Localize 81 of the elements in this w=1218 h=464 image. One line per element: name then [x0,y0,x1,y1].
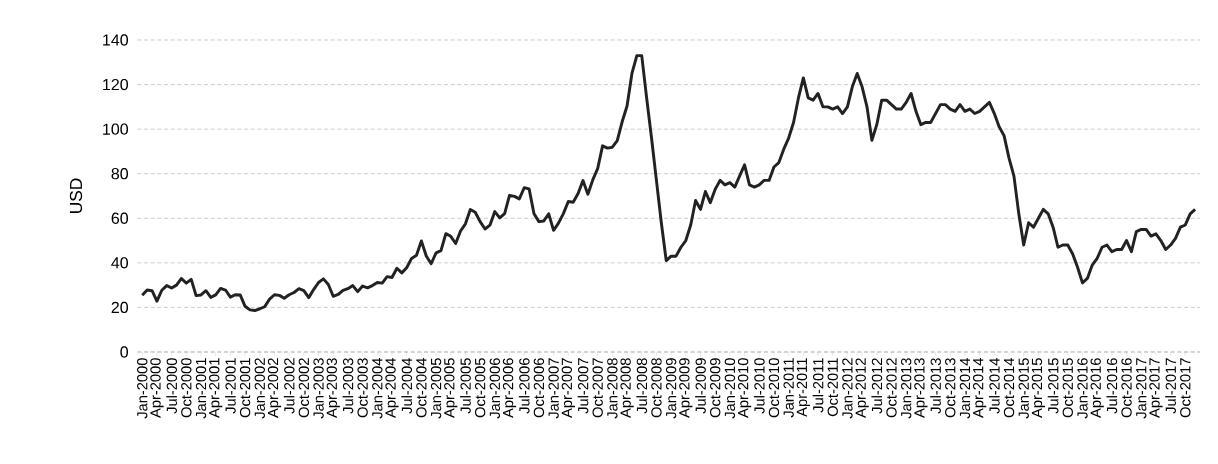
x-tick-label: Apr-2000 [150,358,164,418]
x-tick-label: Jan-2014 [959,358,971,419]
x-tick-label: Apr-2009 [679,358,693,418]
x-tick-label: Apr-2010 [737,358,752,418]
x-tick-label: Jan-2000 [137,358,148,419]
y-tick-label: 100 [103,123,129,135]
x-tick-label: Oct-2010 [768,358,780,418]
x-tick-label: Apr-2005 [444,358,458,418]
x-tick-label: Apr-2017 [1149,358,1163,418]
x-tick-label: Jul-2015 [1047,358,1059,414]
x-tick-label: Apr-2013 [914,358,928,418]
x-tick-label: Jul-2017 [1165,358,1176,414]
x-tick-label: Apr-2007 [561,358,575,418]
x-tick-label: Apr-2006 [502,358,517,418]
x-tick-label: Jul-2008 [636,358,648,414]
x-tick-label: Jul-2011 [812,358,824,413]
x-tick-label: Jul-2004 [401,358,413,414]
x-tick-label: Oct-2013 [945,358,956,418]
y-tick-label: 40 [111,257,129,269]
x-tick-label: Jan-2015 [1018,358,1029,419]
x-tick-label: Jul-2013 [930,358,941,414]
y-tick-label: 80 [111,168,129,180]
x-tick-label: Jul-2003 [342,358,354,414]
x-tick-label: Jul-2002 [283,358,295,414]
x-tick-label: Oct-2003 [357,358,368,418]
x-tick-label: Jan-2002 [254,358,265,419]
x-tick-label: Oct-2014 [1003,358,1015,418]
x-tick-label: Jan-2006 [489,358,501,419]
x-tick-label: Apr-2001 [209,358,223,418]
y-tick-label: 0 [120,346,129,358]
x-tick-label: Oct-2012 [886,358,897,418]
x-tick-label: Jan-2016 [1077,358,1088,419]
x-tick-label: Jan-2007 [548,358,559,419]
x-tick-label: Jul-2001 [225,358,236,414]
x-tick-label: Jul-2014 [988,358,1000,414]
x-tick-label: Jan-2010 [724,358,736,419]
x-tick-label: Apr-2014 [973,358,987,418]
x-tick-label: Jan-2008 [607,358,618,419]
x-tick-label: Jan-2001 [195,358,207,419]
x-tick-label: Apr-2004 [385,358,399,418]
x-tick-label: Oct-2002 [298,358,310,418]
y-tick-label: 60 [111,212,129,224]
x-tick-label: Jan-2012 [842,358,853,419]
x-tick-label: Jan-2005 [430,358,442,419]
x-tick-label: Jan-2013 [901,358,912,419]
x-tick-label: Apr-2016 [1090,358,1104,418]
x-tick-label: Oct-2000 [181,358,192,418]
x-tick-label: Jul-2010 [753,358,765,414]
x-tick-label: Jan-2003 [313,358,324,419]
x-tick-label: Oct-2017 [1180,358,1191,418]
x-tick-label: Jul-2009 [695,358,706,414]
y-tick-label: 120 [103,78,129,91]
x-tick-label: Oct-2009 [710,358,721,418]
x-tick-label: Jan-2009 [665,358,677,419]
x-tick-label: Oct-2015 [1062,358,1073,418]
x-tick-label: Jan-2017 [1136,358,1147,419]
x-tick-label: Apr-2002 [267,358,282,418]
x-tick-label: Jul-2016 [1106,358,1118,414]
x-tick-label: Apr-2015 [1031,358,1046,418]
x-tick-label: Jan-2004 [372,358,383,419]
x-tick-label: Oct-2006 [533,358,545,418]
x-tick-label: Oct-2008 [651,358,662,418]
x-tick-label: Jul-2005 [460,358,471,414]
x-tick-label: Oct-2011 [827,358,838,417]
x-tick-label: Oct-2016 [1121,358,1132,418]
x-tick-label: Apr-2011 [796,358,810,417]
y-axis-title: USD [69,178,83,213]
x-tick-label: Oct-2001 [239,358,251,418]
x-tick-label: Jan-2011 [783,358,794,418]
x-tick-label: Jul-2012 [871,358,883,414]
x-tick-label: Oct-2004 [416,358,427,418]
x-tick-label: Apr-2012 [855,358,869,418]
x-tick-label: Oct-2007 [592,358,603,418]
x-tick-label: Apr-2003 [326,358,340,418]
x-tick-label: Apr-2008 [620,358,634,418]
y-tick-label: 20 [111,301,129,314]
x-tick-label: Jul-2006 [518,358,530,414]
x-tick-label: Oct-2005 [474,358,486,418]
y-tick-label: 140 [103,34,129,46]
x-tick-label: Jul-2007 [577,358,589,414]
x-tick-label: Jul-2000 [166,358,178,414]
